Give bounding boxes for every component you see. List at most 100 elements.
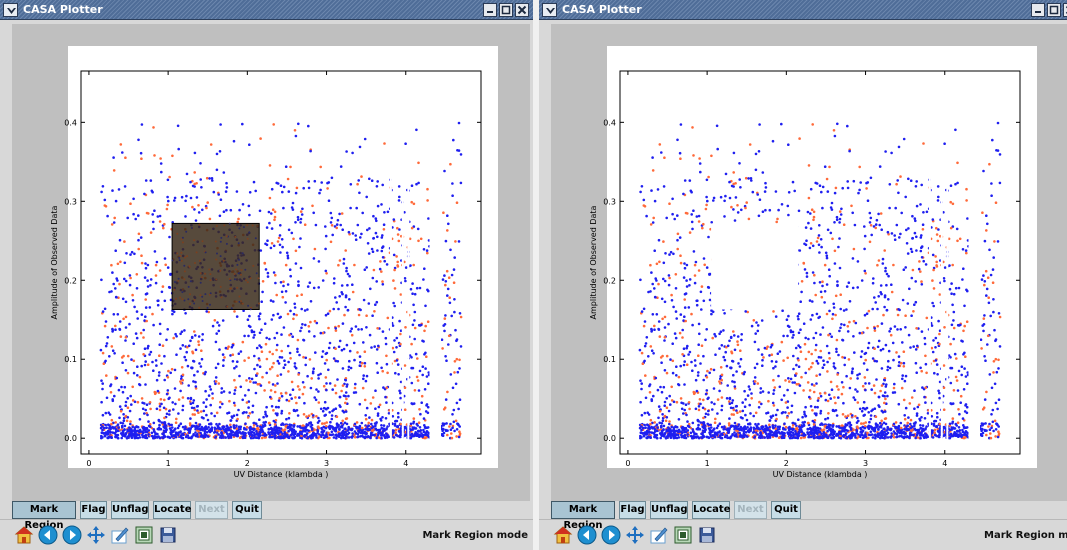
data-point [688,350,692,354]
data-point [913,407,916,411]
minimize-button[interactable] [483,3,497,17]
data-point [348,274,351,278]
data-point [128,283,132,287]
data-point [264,410,267,414]
subplot-config-icon[interactable] [110,525,130,545]
data-point [225,430,228,434]
forward-arrow-icon[interactable] [62,525,82,545]
data-point [124,400,128,404]
data-point [344,305,347,309]
scatter-plot[interactable]: 0 1 2 3 40.00.10.20.30.4UV Distance (klambda… [12,24,530,501]
flag-button[interactable]: Flag [80,501,107,519]
locate-button[interactable]: Locate [153,501,191,519]
data-point [195,251,198,254]
data-point [386,210,390,214]
close-button[interactable] [1063,3,1067,17]
data-point [232,139,236,143]
plot-canvas[interactable]: 0 1 2 3 4 0.0 0.1 0.2 0.3 0.4 UV Distance (klambda… [551,24,1067,501]
data-point [861,425,864,429]
pan-icon[interactable] [86,525,106,545]
data-point [327,368,330,372]
window-menu-button[interactable] [3,3,18,17]
data-point [650,349,654,353]
data-point [932,304,935,308]
unflag-button[interactable]: Unflag [111,501,149,519]
data-point [186,434,190,437]
titlebar[interactable]: CASA Plotter [0,0,533,20]
data-point [219,269,222,272]
data-point [985,294,988,297]
data-point [270,242,274,245]
data-point [290,429,293,432]
data-point [713,421,717,425]
data-point [919,366,922,370]
data-point [908,402,912,405]
next-button[interactable]: Next [195,501,228,519]
save-icon[interactable] [158,525,178,545]
titlebar[interactable]: CASA Plotter [539,0,1067,20]
data-point [904,406,908,410]
data-point [662,240,665,243]
data-point [649,290,652,293]
data-point [375,280,379,283]
data-point [913,303,916,307]
data-point [915,235,918,239]
data-point [151,312,154,316]
data-point [697,405,701,408]
data-point [874,415,878,419]
data-point [427,371,431,374]
data-point [672,400,676,404]
data-point [374,303,377,307]
data-point [712,387,716,390]
window-menu-button[interactable] [542,3,557,17]
minimize-button[interactable] [1031,3,1045,17]
data-point [321,422,324,425]
data-point [396,233,400,236]
print-icon[interactable] [134,525,154,545]
data-point [705,389,709,392]
data-point [392,436,396,439]
data-point [204,425,208,428]
home-icon[interactable] [14,525,34,545]
data-point [150,431,154,435]
data-point [207,435,210,438]
data-point [249,431,252,435]
data-point [105,396,109,400]
data-point [338,339,342,343]
data-point [639,400,642,404]
data-point [442,431,446,435]
plot-canvas[interactable]: 0 1 2 3 4 0.0 0.1 0.2 0.3 0.4 UV Distance (klambda… [12,24,530,501]
data-point [980,278,984,281]
data-point [100,190,103,194]
data-point [259,425,262,428]
data-point [317,425,320,429]
data-point [354,238,358,241]
data-point [787,412,791,415]
data-point [309,300,313,303]
maximize-button[interactable] [499,3,513,17]
mark-region-button[interactable]: Mark Region [12,501,76,531]
data-point [328,425,332,429]
data-point [674,273,678,276]
scatter-plot[interactable]: 0 1 2 3 40.00.10.20.30.4UV Distance (klambda… [551,24,1067,501]
data-point [707,413,710,416]
data-point [663,404,666,408]
data-point [205,398,208,401]
data-point [934,336,938,340]
data-point [408,354,412,357]
back-arrow-icon[interactable] [38,525,58,545]
maximize-button[interactable] [1047,3,1061,17]
data-point [344,417,348,421]
data-point [806,210,810,214]
data-point [317,401,321,404]
data-point [701,226,704,230]
data-point [786,204,790,208]
data-point [979,338,983,342]
quit-button[interactable]: Quit [232,501,262,519]
close-button[interactable] [515,3,529,17]
data-point [424,410,428,413]
data-point [129,394,132,398]
data-point [151,220,155,224]
data-point [427,217,430,220]
data-point [906,252,910,255]
